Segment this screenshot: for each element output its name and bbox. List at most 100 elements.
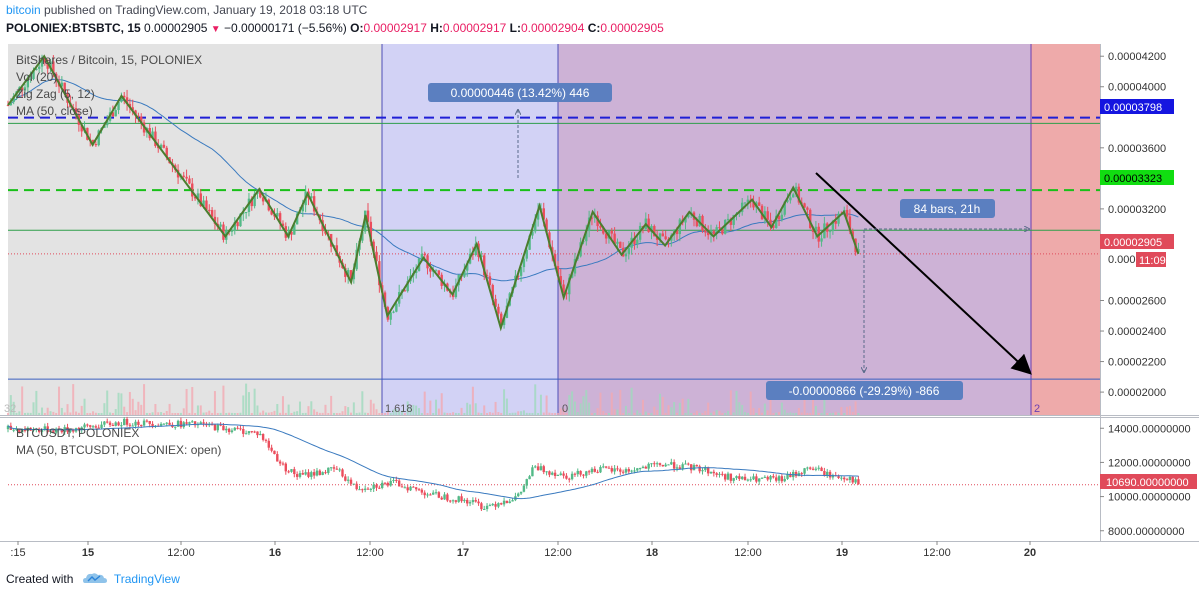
sub-candle-body [301,473,305,475]
candle-body [769,219,772,226]
sub-candle-body [375,484,378,488]
sub-candle-body [800,473,803,475]
volume-bar [548,412,551,415]
volume-bar [208,410,211,415]
time-axis[interactable]: :15 15 12:00 16 12:00 17 12:00 18 12:00 19 12:00 20 [10,541,1036,559]
tradingview-link[interactable]: TradingView [113,572,180,586]
sub-candle-body [363,488,367,490]
sub-candle-body [380,482,384,489]
volume-bar [752,408,755,415]
sub-candle-body [71,429,75,432]
sub-candle-body [37,428,41,433]
candle-body [483,255,486,276]
volume-bar [443,412,446,415]
candle-body [247,198,251,213]
symbol-title[interactable]: POLONIEX:BTSBTC, 15 [6,21,141,35]
sub-candle-body [358,489,361,491]
sub-candle-body [848,476,852,480]
btcusdt-pane[interactable] [6,416,1100,512]
candle-body [463,270,466,277]
volume-bar [800,412,803,415]
sub-candle-body [559,473,562,475]
sub-candle-body [769,476,772,480]
candle-body [395,303,398,312]
sub-candle-body [706,467,710,474]
volume-bar [701,412,704,415]
forecast-arrow[interactable] [815,172,1032,375]
sub-candle-body [531,467,534,477]
candle-body [568,277,571,295]
sub-candle-body [851,476,854,483]
bars-label-bg[interactable] [900,199,995,218]
volume-bar [114,409,117,415]
volume-bar [627,412,630,415]
sub-candle-body [414,487,418,490]
volume-bar [253,388,256,415]
sub-candle-body [344,476,347,481]
candle-body [647,218,650,233]
candle-body [715,227,718,234]
legend-ma: MA (50, close) [16,104,93,118]
sub-candle-body [304,472,307,475]
sub-candle-body [57,428,61,430]
volume-bar [188,412,191,415]
sub-candle-body [806,467,809,469]
sub-candle-body [259,433,262,436]
sub-candle-body [556,474,560,476]
candle-body [454,285,458,298]
volume-bar [692,412,695,415]
sub-candle-body [188,422,191,424]
author-link[interactable]: bitcoin [6,3,41,17]
sub-candle-body [701,470,704,472]
measure-down-label-bg[interactable] [766,381,963,400]
sub-candle-body [216,424,219,431]
volume-bar [460,407,463,415]
candle-body [74,108,78,116]
candle-body [488,276,492,286]
volume-bar [426,412,429,415]
sub-candle-body [162,423,166,425]
sub-candle-body [621,471,625,473]
sub-candle-body [568,478,571,480]
candle-body [704,230,707,233]
volume-bar [364,412,367,415]
volume-bar [500,412,503,415]
candle-body [389,312,392,320]
sub-candle-body [619,469,622,472]
volume-bar [641,399,644,415]
volume-bar [826,412,829,415]
volume-bar [111,412,114,415]
sub-candle-body [667,464,670,466]
sub-candle-body [570,473,574,480]
volume-bar [165,410,168,415]
measure-up-label-bg[interactable] [428,83,612,102]
volume-bar [157,412,160,415]
time-tick-label: 17 [457,547,469,559]
candle-body [63,82,66,93]
sub-candle-body [397,480,401,487]
sub-candle-body [18,429,21,433]
open-value: 0.00002917 [363,21,427,35]
chart-area[interactable]: 0.00000446 (13.42%) 446 84 bars, 21h -0.… [0,40,1199,568]
sub-candle-body [749,479,752,481]
volume-bar [715,410,718,415]
sub-candle-body [786,473,789,479]
volume-bar [780,402,783,415]
volume-bar [185,388,188,415]
candle-body [545,219,548,233]
candle-body [814,226,818,232]
sub-candle-body [803,468,806,474]
candle-body [324,231,327,234]
countdown-bg [1136,252,1166,267]
candle-body [806,207,809,210]
price-tick-label: 0.00002600 [1108,295,1166,307]
sub-candle-body [103,421,106,425]
candle-body [820,238,823,242]
sub-candle-body [602,466,605,468]
sub-candle-body [97,427,100,429]
volume-bar [477,412,480,415]
sub-candle-body [213,424,217,431]
sub-candle-body [689,464,693,471]
sub-candle-body [434,492,438,494]
sub-price-scale[interactable]: 14000.00000000 12000.00000000 10000.000000… [1100,423,1191,538]
